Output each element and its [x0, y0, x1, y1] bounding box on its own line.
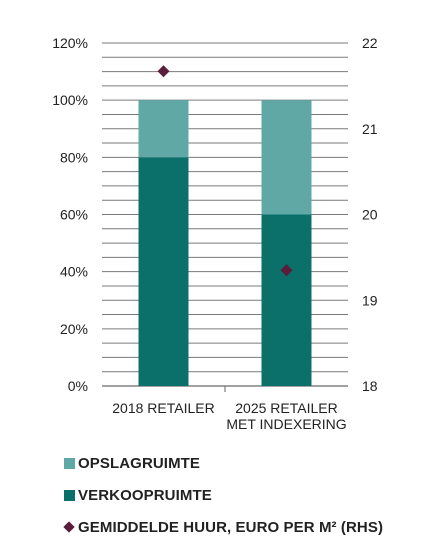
huur-marker	[157, 65, 170, 78]
y-left-tick-label: 20%	[60, 321, 88, 337]
y-left-tick-label: 120%	[52, 35, 88, 51]
stacked-bar-chart: 0% 20% 40% 60% 80% 100% 120% 18 19 20 21 22 2018 RET…	[52, 35, 378, 432]
category-label: 2018 RETAILER	[112, 400, 214, 416]
legend-label-verkoopruimte: VERKOOPRUIMTE	[78, 486, 212, 504]
y-right-tick-label: 21	[362, 121, 378, 137]
bar-segment-opslagruimte	[261, 100, 312, 215]
y-right-tick-label: 19	[362, 292, 378, 308]
y-left-tick-label: 0%	[68, 378, 88, 394]
legend-item-gemiddelde-huur: GEMIDDELDE HUUR, EURO PER M² (RHS)	[63, 516, 384, 538]
legend-item-verkoopruimte: VERKOOPRUIMTE	[64, 484, 383, 506]
y-right-tick-label: 18	[362, 378, 378, 394]
y-left-tick-label: 100%	[52, 92, 88, 108]
y-left-tick-label: 60%	[60, 207, 88, 223]
bar-segment-opslagruimte	[138, 100, 189, 158]
y-left-tick-label: 80%	[60, 149, 88, 165]
y-left-tick-label: 40%	[60, 264, 88, 280]
category-label: MET INDEXERING	[226, 416, 346, 432]
y-right-tick-label: 22	[362, 35, 378, 51]
legend: OPSLAGRUIMTE VERKOOPRUIMTE GEMIDDELDE HU…	[63, 452, 384, 548]
legend-item-opslagruimte: OPSLAGRUIMTE	[64, 452, 383, 474]
legend-swatch-opslagruimte	[64, 457, 75, 469]
y-right-tick-label: 20	[362, 207, 378, 223]
huur-marker	[280, 264, 293, 277]
legend-label-opslagruimte: OPSLAGRUIMTE	[78, 454, 201, 472]
category-label: 2025 RETAILER	[235, 400, 337, 416]
legend-marker-gemiddelde-huur	[63, 521, 75, 533]
bar-segment-verkoopruimte	[138, 157, 189, 386]
legend-swatch-verkoopruimte	[64, 489, 75, 501]
legend-label-gemiddelde-huur: GEMIDDELDE HUUR, EURO PER M² (RHS)	[78, 518, 384, 536]
bar-segment-verkoopruimte	[261, 214, 312, 386]
